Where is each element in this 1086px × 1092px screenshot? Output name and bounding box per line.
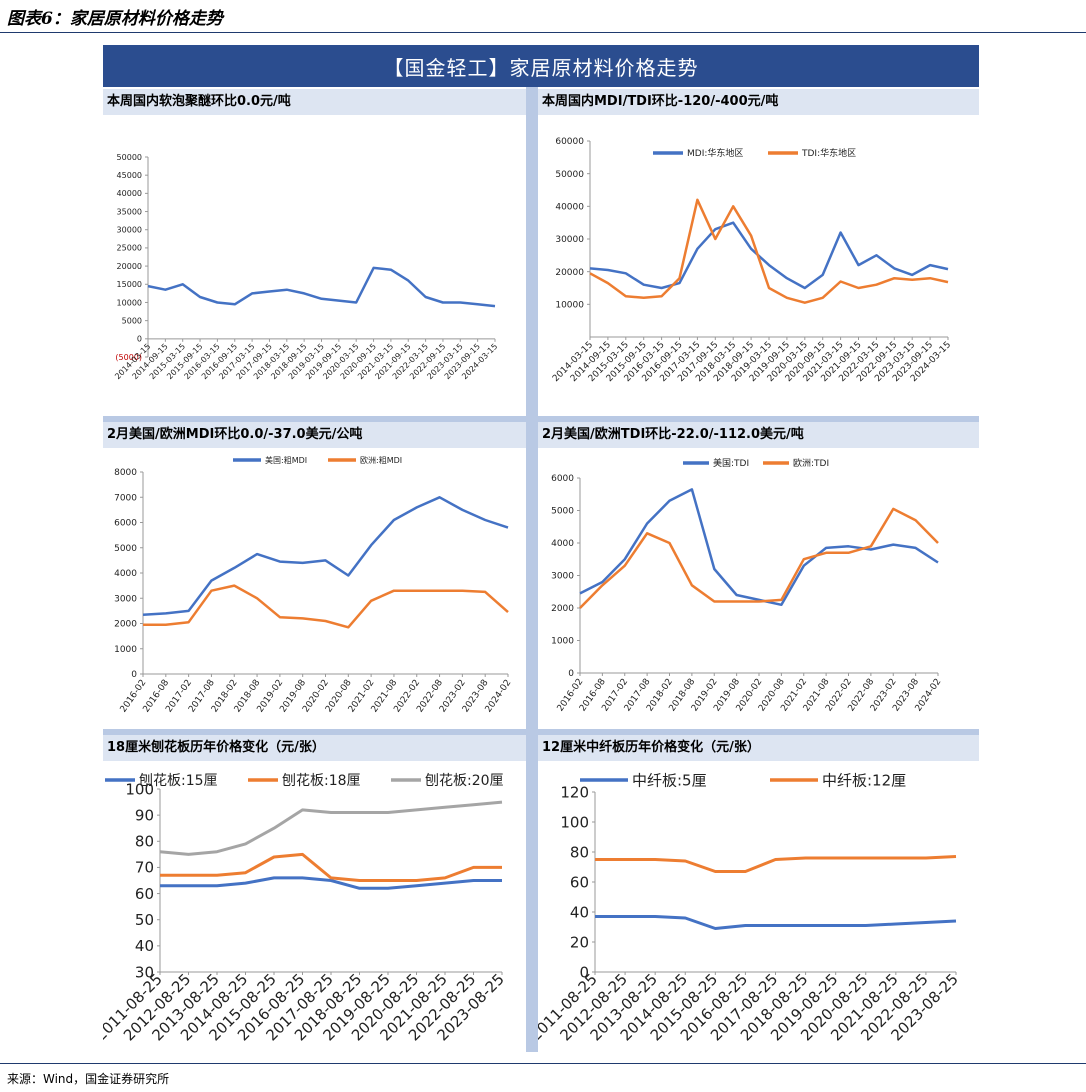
y-tick-label: 1000 [551,637,574,647]
series-line [589,198,949,304]
legend-label: 中纤板:12厘 [822,771,906,789]
y-tick-label: 5000 [551,507,574,517]
series-line [579,507,939,609]
panel-title-polyether: 本周国内软泡聚醚环比0.0元/吨 [103,89,526,115]
figure-title: 图表6：家居原材料价格走势 [7,9,223,29]
banner: 【国金轻工】家居原材料价格走势 [103,45,979,87]
y-tick-label: 4000 [114,569,137,579]
panel-title-mdi-us-eu: 2月美国/欧洲MDI环比0.0/-37.0美元/公吨 [103,422,526,448]
y-tick-label: 50000 [117,153,142,162]
legend-label: TDI:华东地区 [801,147,856,159]
y-tick-label: 40 [570,903,589,921]
series-line [589,221,949,290]
y-tick-label: 60 [135,885,154,903]
y-tick-label: 0 [131,670,137,680]
chart-mdi-tdi: 10000 20000 30000 40000 50000 60000 2014-03-15… [538,117,979,414]
y-tick-label: 7000 [114,493,137,503]
y-tick-label: 20000 [555,268,584,278]
y-tick-label: 30 [135,963,154,981]
y-tick-label: 60 [570,873,589,891]
legend-label: 刨花板:15厘 [139,773,218,789]
chart-polyether: (5000) 0 5000 10000 15000 20000 25000 30000 3500… [103,117,526,414]
y-tick-label: 40000 [555,202,584,212]
y-tick-label: 2000 [551,604,574,614]
y-tick-label: 80 [135,833,154,851]
y-tick-label: 40 [135,937,154,955]
chart-mdi-us-eu: 0 1000 2000 3000 4000 5000 6000 7000 8000 2016-02… [103,450,526,728]
y-tick-label: 50 [135,911,154,929]
source-note: 来源：Wind，国金证券研究所 [7,1072,170,1086]
series-line [143,584,509,629]
series-line [160,876,502,890]
legend-label: 欧洲:粗MDI [360,455,402,465]
title-rule [0,32,1086,33]
vertical-separator [526,87,538,1052]
legend-label: 欧洲:TDI [793,457,829,469]
legend-label: 刨花板:18厘 [282,773,361,789]
y-tick-label: 1000 [114,645,137,655]
y-tick-label: 30000 [555,235,584,245]
y-tick-label: 3000 [114,594,137,604]
y-tick-label: 15000 [117,280,142,289]
y-tick-label: 10000 [555,300,584,310]
legend-label: 刨花板:20厘 [425,773,504,789]
chart-tdi-us-eu: 0 1000 2000 3000 4000 5000 6000 2016-02 2016-08 2… [538,450,979,728]
y-tick-label: 90 [135,806,154,824]
row-separator [103,416,979,422]
y-tick-label: 40000 [117,189,142,198]
series-line [159,800,503,856]
row-separator [103,729,979,735]
y-tick-label: 3000 [551,572,574,582]
y-tick-label: 30000 [117,226,142,235]
y-tick-label: 2000 [114,620,137,630]
y-tick-label: 5000 [122,316,142,325]
legend-label: 美国:TDI [713,457,749,469]
y-tick-label: 120 [560,783,589,801]
series-line [595,915,957,930]
y-tick-label: 0 [137,335,142,344]
series-line [160,852,502,882]
series-line [142,496,509,616]
y-tick-label: 45000 [117,171,142,180]
y-tick-label: (5000) [115,353,142,362]
y-tick-label: 0 [568,669,574,679]
y-tick-label: 0 [579,963,589,981]
y-tick-label: 6000 [551,474,574,484]
y-tick-label: 35000 [117,207,142,216]
y-tick-label: 20 [570,933,589,951]
y-tick-label: 80 [570,843,589,861]
y-tick-label: 5000 [114,544,137,554]
bottom-rule [0,1063,1086,1064]
y-tick-label: 50000 [555,170,584,180]
panel-title-tdi-us-eu: 2月美国/欧洲TDI环比-22.0/-112.0美元/吨 [538,422,979,448]
panel-title-mdi-tdi: 本周国内MDI/TDI环比-120/-400元/吨 [538,89,979,115]
chart-particleboard: 30 40 50 60 70 80 90 100 2011-08-25 2012-08-25 201… [103,763,526,1055]
y-tick-label: 10000 [117,298,142,307]
chart-mdf: 0 20 40 60 80 100 120 2011-08-25 2012-08-25 2013-… [538,763,979,1055]
y-tick-label: 8000 [114,468,137,478]
series-line [595,855,957,873]
panel-title-particleboard: 18厘米刨花板历年价格变化（元/张） [103,735,526,761]
y-tick-label: 4000 [551,539,574,549]
y-tick-label: 70 [135,859,154,877]
legend-label: MDI:华东地区 [687,147,743,159]
y-tick-label: 100 [560,813,589,831]
legend-label: 中纤板:5厘 [632,771,707,789]
y-tick-label: 20000 [117,262,142,271]
series-line [579,488,939,607]
panel-title-mdf: 12厘米中纤板历年价格变化（元/张） [538,735,979,761]
legend-label: 美国:粗MDI [265,455,307,465]
y-tick-label: 60000 [555,137,584,147]
y-tick-label: 100 [125,780,154,798]
y-tick-label: 25000 [117,244,142,253]
y-tick-label: 6000 [114,519,137,529]
series-line [147,266,496,308]
